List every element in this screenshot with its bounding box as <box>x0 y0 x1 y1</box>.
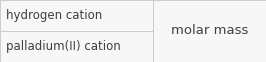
Bar <box>0 31 153 62</box>
Bar <box>153 0 266 62</box>
Text: hydrogen cation: hydrogen cation <box>6 9 102 22</box>
Text: palladium(II) cation: palladium(II) cation <box>6 40 121 53</box>
Bar <box>0 0 153 31</box>
Text: molar mass: molar mass <box>171 24 248 38</box>
